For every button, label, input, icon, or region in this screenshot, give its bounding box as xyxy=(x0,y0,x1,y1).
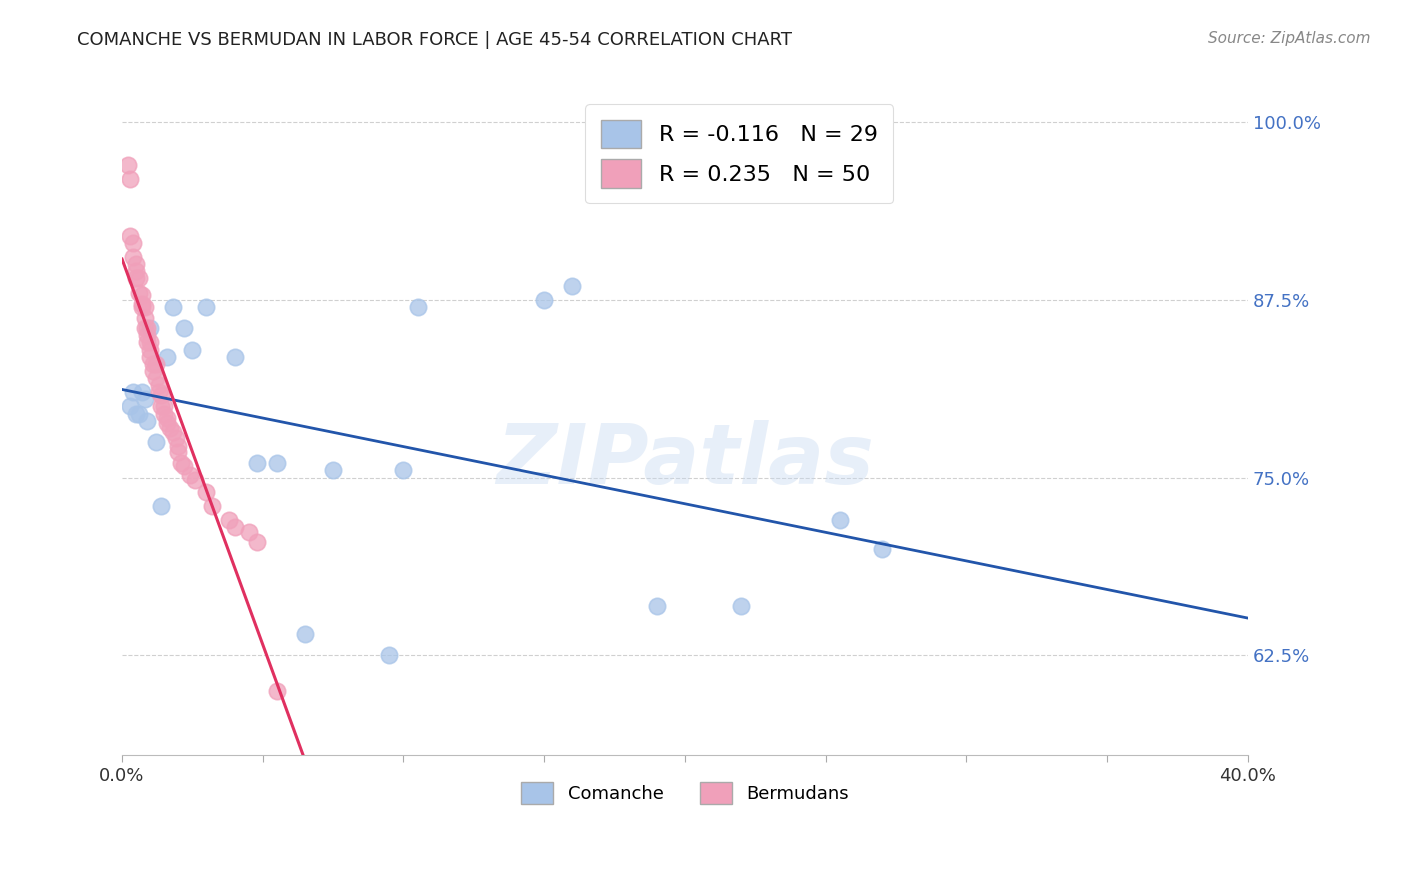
Point xyxy=(131,297,153,311)
Point xyxy=(730,599,752,613)
Point xyxy=(153,407,176,421)
Point xyxy=(173,321,195,335)
Point xyxy=(224,520,246,534)
Point xyxy=(120,400,142,414)
Point xyxy=(150,388,173,402)
Point xyxy=(218,513,240,527)
Point xyxy=(156,417,179,431)
Point xyxy=(131,385,153,400)
Point xyxy=(181,343,204,357)
Point xyxy=(128,407,150,421)
Point xyxy=(238,524,260,539)
Point xyxy=(125,271,148,285)
Point xyxy=(162,300,184,314)
Point xyxy=(266,684,288,698)
Point xyxy=(139,343,162,357)
Point xyxy=(145,434,167,449)
Point xyxy=(148,378,170,392)
Point xyxy=(128,271,150,285)
Point xyxy=(170,456,193,470)
Point xyxy=(156,350,179,364)
Point xyxy=(145,357,167,371)
Point xyxy=(162,425,184,439)
Text: Source: ZipAtlas.com: Source: ZipAtlas.com xyxy=(1208,31,1371,46)
Point xyxy=(246,456,269,470)
Point xyxy=(645,599,668,613)
Point xyxy=(117,158,139,172)
Point xyxy=(195,484,218,499)
Point xyxy=(294,627,316,641)
Point xyxy=(150,499,173,513)
Point xyxy=(122,385,145,400)
Point xyxy=(145,371,167,385)
Point xyxy=(167,439,190,453)
Point xyxy=(128,285,150,300)
Point xyxy=(392,463,415,477)
Point xyxy=(153,400,176,414)
Point xyxy=(173,459,195,474)
Point xyxy=(224,350,246,364)
Legend: Comanche, Bermudans: Comanche, Bermudans xyxy=(512,772,858,813)
Point xyxy=(139,321,162,335)
Point xyxy=(195,300,218,314)
Point xyxy=(131,300,153,314)
Point xyxy=(134,392,156,407)
Point xyxy=(246,534,269,549)
Point xyxy=(184,474,207,488)
Point xyxy=(406,300,429,314)
Point xyxy=(139,335,162,350)
Point xyxy=(134,321,156,335)
Point xyxy=(136,328,159,343)
Point xyxy=(561,278,583,293)
Point xyxy=(165,431,187,445)
Text: COMANCHE VS BERMUDAN IN LABOR FORCE | AGE 45-54 CORRELATION CHART: COMANCHE VS BERMUDAN IN LABOR FORCE | AG… xyxy=(77,31,793,49)
Point xyxy=(136,321,159,335)
Point xyxy=(142,357,165,371)
Point xyxy=(156,410,179,425)
Point xyxy=(122,235,145,250)
Point xyxy=(828,513,851,527)
Point xyxy=(148,385,170,400)
Point xyxy=(870,541,893,556)
Point xyxy=(179,467,201,482)
Point xyxy=(136,414,159,428)
Point xyxy=(159,421,181,435)
Point xyxy=(167,445,190,459)
Point xyxy=(120,228,142,243)
Point xyxy=(322,463,344,477)
Point xyxy=(142,364,165,378)
Point xyxy=(134,311,156,326)
Point xyxy=(150,400,173,414)
Point xyxy=(378,648,401,663)
Point xyxy=(131,288,153,302)
Point xyxy=(125,264,148,278)
Point xyxy=(122,250,145,264)
Point xyxy=(139,350,162,364)
Point xyxy=(134,300,156,314)
Point xyxy=(136,335,159,350)
Point xyxy=(201,499,224,513)
Point xyxy=(125,407,148,421)
Point xyxy=(120,171,142,186)
Point xyxy=(125,257,148,271)
Point xyxy=(533,293,555,307)
Text: ZIPatlas: ZIPatlas xyxy=(496,420,875,501)
Point xyxy=(266,456,288,470)
